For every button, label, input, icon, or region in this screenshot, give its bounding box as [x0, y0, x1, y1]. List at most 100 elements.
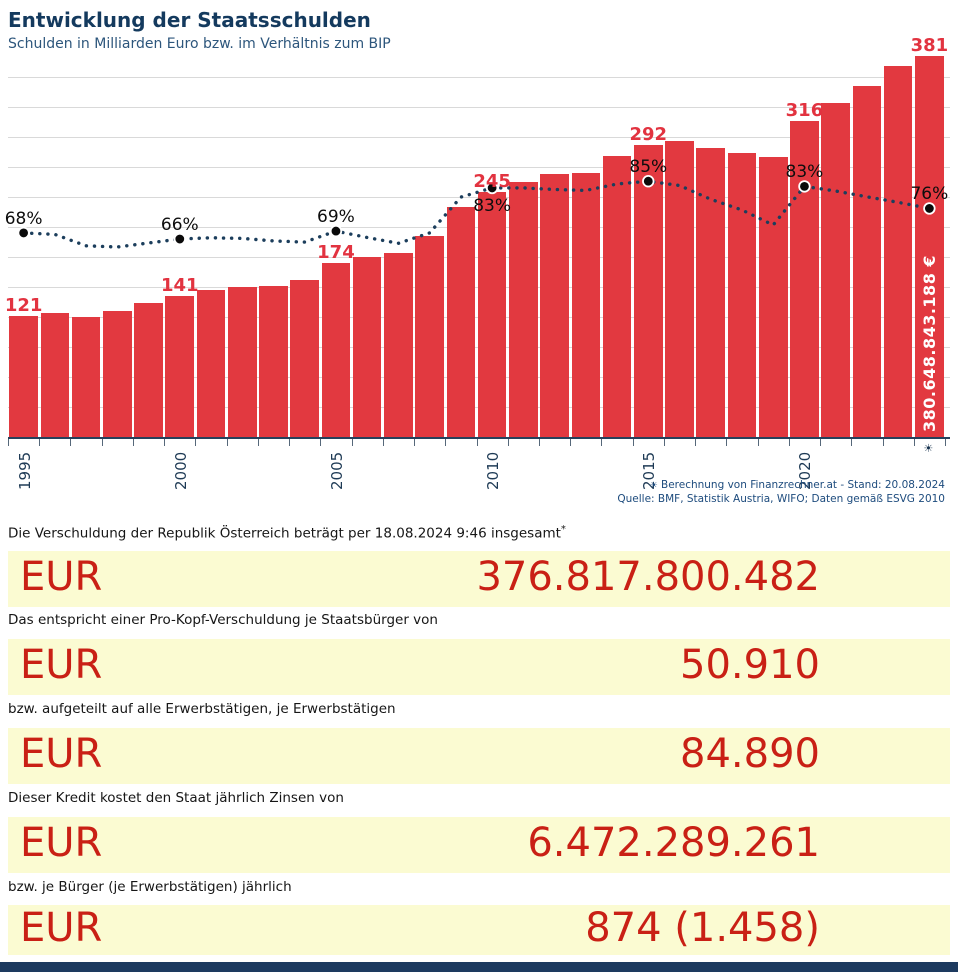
- bar: [40, 313, 70, 437]
- axis-tick: [101, 439, 103, 446]
- currency-label: EUR: [20, 820, 103, 867]
- axis-tick: [757, 439, 759, 446]
- axis-tick: [164, 439, 166, 446]
- x-axis: [8, 437, 950, 439]
- axis-tick: [632, 439, 634, 446]
- amount-box-per-worker: EUR 84.890: [8, 728, 950, 784]
- amount-box-total-debt: EUR 376.817.800.482: [8, 551, 950, 607]
- axis-tick: [726, 439, 728, 446]
- bar: [821, 103, 850, 437]
- axis-tick: [132, 439, 134, 446]
- bar: [727, 153, 757, 437]
- bar: [384, 253, 413, 437]
- bar: [571, 173, 601, 437]
- axis-tick: [788, 439, 790, 446]
- axis-tick: [820, 439, 822, 446]
- bar: [134, 303, 163, 437]
- bar: [602, 156, 632, 437]
- bar: [540, 174, 569, 437]
- axis-tick: [226, 439, 228, 446]
- page-title: Entwicklung der Staatsschulden: [8, 8, 371, 32]
- pct-label: 66%: [160, 215, 199, 236]
- axis-tick: [320, 439, 322, 446]
- bar: [227, 287, 257, 437]
- bar-value-label: 245: [473, 171, 511, 192]
- axis-tick: [945, 439, 946, 446]
- axis-tick: [663, 439, 665, 446]
- gridline: [8, 167, 950, 168]
- footnote-line2: Quelle: BMF, Statistik Austria, WIFO; Da…: [617, 493, 945, 505]
- bar: [321, 263, 351, 437]
- bar: [259, 286, 288, 437]
- bar: [509, 182, 538, 437]
- bar: [758, 157, 788, 437]
- axis-tick: [882, 439, 884, 446]
- bar: [352, 257, 382, 437]
- row-caption: bzw. je Bürger (je Erwerbstätigen) jährl…: [8, 879, 292, 895]
- bar: [165, 296, 195, 437]
- axis-tick: [70, 439, 72, 446]
- chart-footnote: ☀ Berechnung von Finanzrechner.at - Stan…: [617, 479, 945, 506]
- row-caption: Das entspricht einer Pro-Kopf-Verschuldu…: [8, 612, 438, 628]
- pct-label: 68%: [4, 208, 43, 229]
- axis-tick: [851, 439, 853, 446]
- bar: [665, 141, 694, 437]
- axis-tick: [476, 439, 478, 446]
- year-label: 2005: [327, 451, 346, 490]
- bar: [790, 121, 819, 437]
- sun-asterisk-icon: ☀: [649, 481, 658, 491]
- year-label: 2010: [484, 451, 503, 490]
- footer-strip: [0, 962, 958, 972]
- pct-label: 69%: [317, 207, 355, 228]
- amount-box-interest: EUR 6.472.289.261: [8, 817, 950, 873]
- pct-label: 83%: [473, 195, 511, 216]
- bar-value-label: 174: [317, 242, 355, 263]
- axis-tick: [257, 439, 259, 446]
- row-caption: Die Verschuldung der Republik Österreich…: [8, 524, 566, 542]
- bar: [477, 192, 507, 437]
- pct-label: 76%: [910, 184, 949, 205]
- amount-box-interest-per-capita: EUR 874 (1.458): [8, 905, 950, 955]
- bar-value-label: 381: [910, 35, 949, 56]
- axis-tick: [445, 439, 447, 446]
- bar-value-label: 316: [785, 100, 824, 121]
- bar: [9, 316, 38, 437]
- gridline: [8, 137, 950, 138]
- gridline: [8, 77, 950, 78]
- currency-label: EUR: [20, 731, 103, 778]
- row-caption: bzw. aufgeteilt auf alle Erwerbstätigen,…: [8, 701, 396, 717]
- axis-tick: [39, 439, 41, 446]
- line-marker-dot: [17, 226, 30, 240]
- interest-value: 6.472.289.261: [527, 820, 820, 867]
- per-worker-value: 84.890: [680, 731, 820, 778]
- chart-subtitle: Schulden in Milliarden Euro bzw. im Verh…: [8, 36, 391, 52]
- debt-chart: 1995 2000 2005 2010 2015 2020 ☀ 121 141 174 245 292…: [4, 35, 950, 490]
- bar: [103, 311, 132, 437]
- axis-tick: [601, 439, 603, 446]
- axis-tick: [351, 439, 353, 446]
- bar: [71, 317, 101, 437]
- bar-value-label: 141: [160, 275, 199, 296]
- axis-tick: [382, 439, 384, 446]
- axis-tick: [538, 439, 540, 446]
- axis-tick: [695, 439, 697, 446]
- line-marker-dot: [173, 232, 186, 246]
- axis-tick: [913, 439, 915, 446]
- debt-annotation-vertical: 380.648.843.188 €: [920, 254, 940, 432]
- bar-value-label: 292: [629, 124, 668, 145]
- axis-tick: [195, 439, 197, 446]
- bar: [446, 207, 476, 437]
- pct-label: 83%: [785, 162, 824, 183]
- axis-tick: [8, 439, 9, 446]
- axis-tick: [570, 439, 572, 446]
- bar: [883, 66, 913, 437]
- bar: [415, 236, 444, 437]
- bar: [290, 280, 320, 437]
- bar: [196, 290, 226, 437]
- currency-label: EUR: [20, 905, 103, 952]
- bar-value-label: 121: [4, 295, 43, 316]
- year-label: 2000: [171, 451, 190, 490]
- footnote-asterisk: *: [560, 524, 566, 535]
- bar: [696, 148, 726, 437]
- sun-asterisk-icon: ☀: [923, 442, 934, 455]
